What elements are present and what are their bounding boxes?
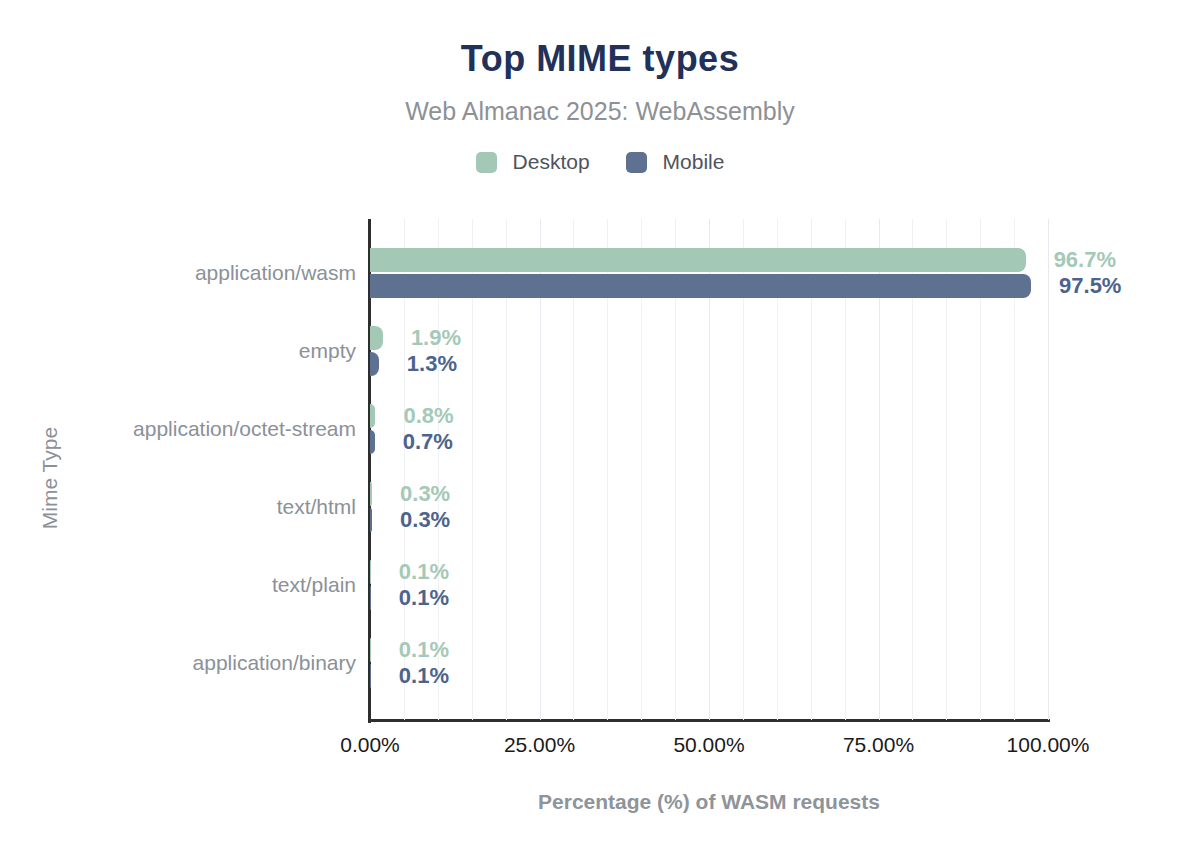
bar-value-label: 0.1% [399, 585, 449, 611]
bar-value-label: 0.1% [399, 663, 449, 689]
bar-value-label: 1.3% [407, 351, 457, 377]
x-tick-label: 25.00% [504, 733, 575, 757]
bar-desktop[interactable] [370, 404, 375, 428]
bar-value-label: 96.7% [1054, 247, 1116, 273]
x-axis-title: Percentage (%) of WASM requests [370, 790, 1048, 814]
bar-mobile[interactable] [370, 508, 372, 532]
bar-value-label: 0.3% [400, 481, 450, 507]
bar-value-label: 0.1% [399, 559, 449, 585]
legend-item-mobile[interactable]: Mobile [626, 150, 725, 174]
legend-swatch-desktop-icon [476, 152, 497, 173]
legend: Desktop Mobile [0, 150, 1200, 174]
x-tick-label: 50.00% [673, 733, 744, 757]
x-tick-label: 0.00% [340, 733, 400, 757]
category-label: application/binary [0, 651, 356, 675]
chart-title: Top MIME types [0, 38, 1200, 80]
bar-mobile[interactable] [370, 586, 371, 610]
bar-value-label: 0.3% [400, 507, 450, 533]
category-label: text/plain [0, 573, 356, 597]
category-label: empty [0, 339, 356, 363]
bar-desktop[interactable] [370, 248, 1026, 272]
bar-mobile[interactable] [370, 274, 1031, 298]
category-label: application/wasm [0, 261, 356, 285]
plot-area: 96.7%97.5%1.9%1.3%0.8%0.7%0.3%0.3%0.1%0.… [370, 219, 1048, 720]
x-tick-label: 100.00% [1007, 733, 1090, 757]
category-label: application/octet-stream [0, 417, 356, 441]
chart-figure: Top MIME types Web Almanac 2025: WebAsse… [0, 0, 1200, 860]
legend-label: Desktop [513, 150, 590, 174]
bar-value-label: 97.5% [1059, 273, 1121, 299]
legend-label: Mobile [663, 150, 725, 174]
legend-item-desktop[interactable]: Desktop [476, 150, 590, 174]
bar-desktop[interactable] [370, 638, 371, 662]
bar-value-label: 0.1% [399, 637, 449, 663]
bar-mobile[interactable] [370, 352, 379, 376]
bar-value-label: 1.9% [411, 325, 461, 351]
bar-value-label: 0.8% [403, 403, 453, 429]
bar-value-label: 0.7% [403, 429, 453, 455]
chart-subtitle: Web Almanac 2025: WebAssembly [0, 97, 1200, 126]
legend-swatch-mobile-icon [626, 152, 647, 173]
bar-mobile[interactable] [370, 664, 371, 688]
bar-desktop[interactable] [370, 326, 383, 350]
bar-mobile[interactable] [370, 430, 375, 454]
bar-desktop[interactable] [370, 482, 372, 506]
category-label: text/html [0, 495, 356, 519]
gridline [1048, 219, 1049, 720]
bar-desktop[interactable] [370, 560, 371, 584]
x-tick-label: 75.00% [843, 733, 914, 757]
